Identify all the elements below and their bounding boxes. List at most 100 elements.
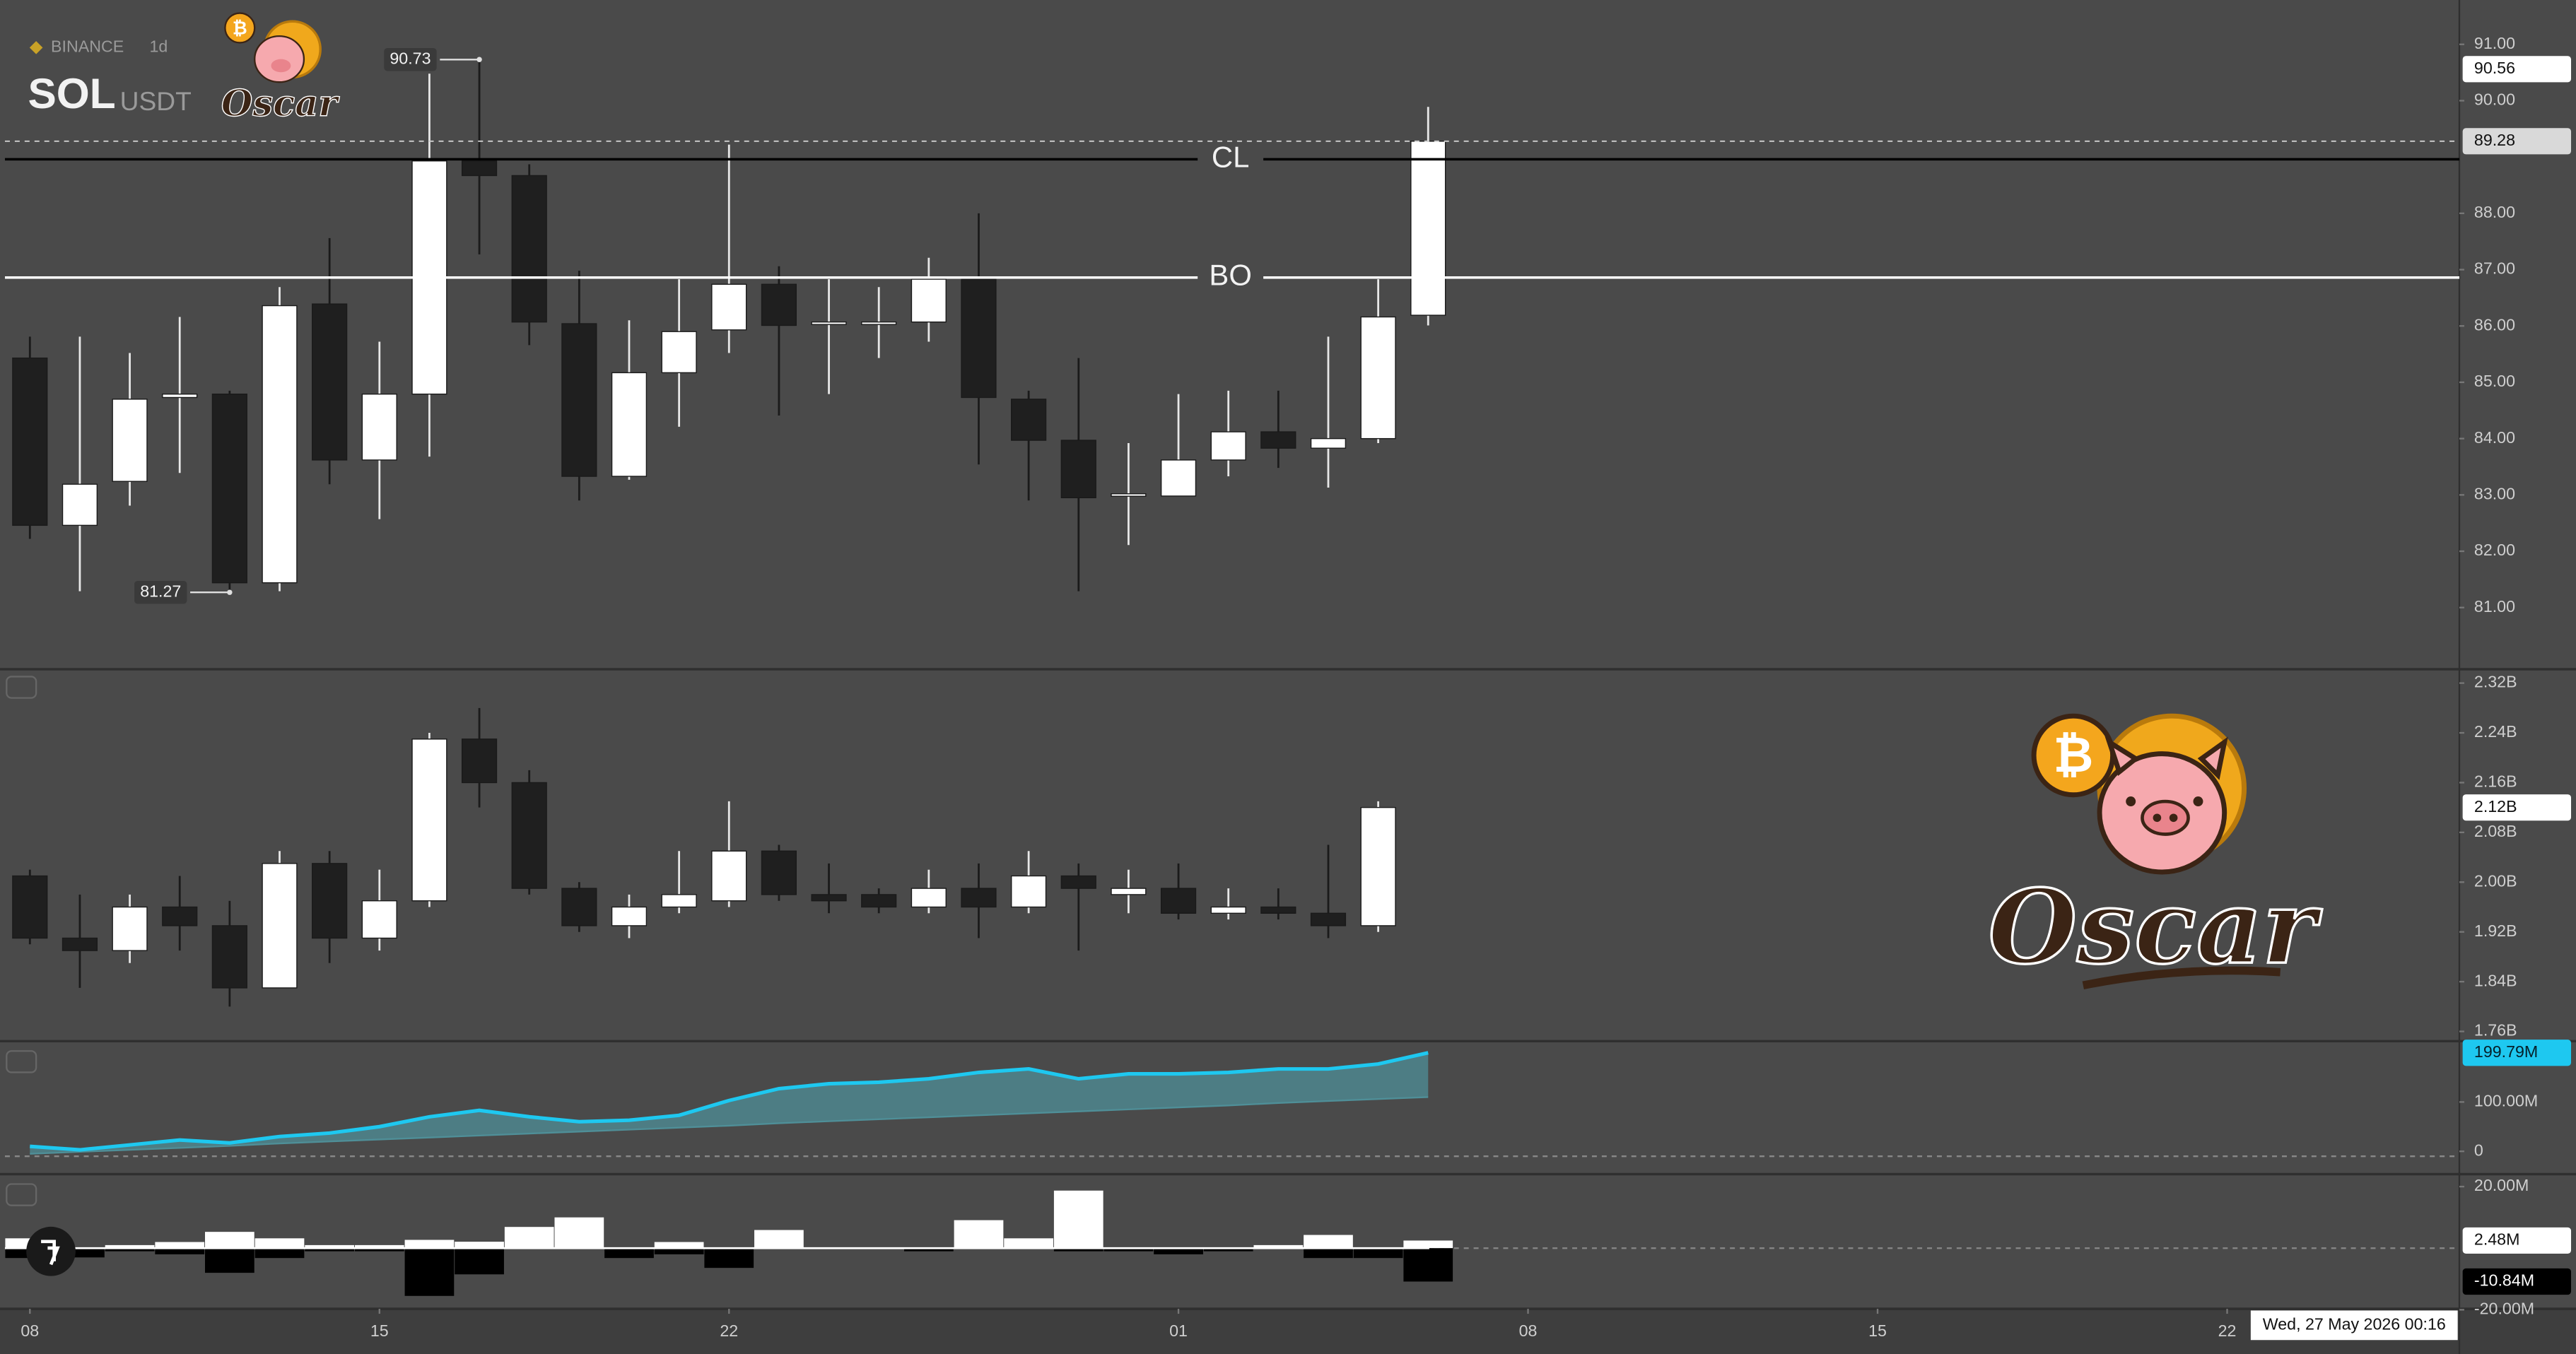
y-tick-label: 2.24B — [2474, 722, 2517, 741]
time-axis-bg — [0, 1309, 2576, 1354]
histogram-bar — [1103, 1248, 1154, 1252]
candle-body — [961, 888, 997, 908]
interval: 1d — [149, 37, 168, 56]
candle-body — [162, 906, 198, 926]
candle-body — [461, 738, 498, 784]
candle-body — [1011, 875, 1047, 908]
histogram-bar — [155, 1242, 205, 1249]
candle-body — [312, 863, 348, 939]
candle-body — [12, 875, 48, 939]
candle-body — [961, 278, 997, 399]
y-tick-label: 87.00 — [2474, 259, 2515, 278]
candle-body — [761, 283, 797, 326]
current-label: 2.12B — [2474, 797, 2517, 816]
histogram-bar — [305, 1248, 355, 1252]
current-label: -10.84M — [2474, 1271, 2534, 1290]
candle-body — [1360, 316, 1396, 440]
histogram-bar — [554, 1217, 604, 1249]
candle-body — [411, 738, 447, 902]
y-tick-label: 85.00 — [2474, 372, 2515, 390]
current-label: 199.79M — [2474, 1042, 2538, 1061]
histogram-bar — [254, 1238, 305, 1249]
x-tick-label: 08 — [21, 1321, 39, 1340]
candle-body — [162, 393, 198, 399]
histogram-bar — [1203, 1248, 1253, 1252]
candle-body — [861, 321, 897, 325]
candle-body — [1260, 431, 1296, 449]
y-tick-label: 1.92B — [2474, 922, 2517, 940]
candle-body — [1160, 459, 1197, 497]
candle-body — [911, 888, 947, 908]
pane-button[interactable] — [6, 1050, 37, 1073]
histogram-bar — [455, 1248, 504, 1275]
candle-body — [361, 393, 397, 461]
histogram-bar — [604, 1248, 654, 1259]
y-tick-label: 0 — [2474, 1141, 2483, 1159]
y-tick-label: 20.00M — [2474, 1176, 2529, 1194]
band-edge — [30, 1096, 1429, 1155]
watermark-logo: ₿ Oscar — [1987, 713, 2324, 989]
pane-button[interactable] — [6, 676, 37, 699]
histogram-bar — [204, 1232, 254, 1249]
histogram-bar — [1403, 1248, 1453, 1282]
candle-body — [1111, 493, 1147, 497]
histogram-bar — [105, 1248, 155, 1252]
level-label: BO — [1209, 259, 1251, 292]
candle-body — [262, 863, 298, 989]
candle-body — [811, 894, 847, 902]
x-tick-label: 22 — [2218, 1321, 2237, 1340]
candle-body — [561, 888, 597, 926]
x-tick-label: 08 — [1519, 1321, 1538, 1340]
svg-text:₿: ₿ — [233, 19, 247, 39]
histogram-bar — [305, 1244, 355, 1249]
logo: ₿ Oscar — [221, 12, 341, 126]
candle-body — [611, 372, 648, 477]
histogram-bar — [654, 1248, 704, 1254]
histogram-bar — [455, 1242, 504, 1249]
symbol: SOL — [28, 69, 116, 117]
candle-body — [661, 331, 697, 374]
x-tick-label: 15 — [370, 1321, 389, 1340]
chart-control-icon — [41, 1240, 60, 1266]
y-tick-label: 1.84B — [2474, 971, 2517, 989]
price-label: 90.56 — [2474, 59, 2515, 77]
candle-body — [1111, 888, 1147, 895]
pane-button[interactable] — [6, 1183, 37, 1206]
y-tick-label: 90.00 — [2474, 90, 2515, 109]
y-tick-label: 2.16B — [2474, 772, 2517, 791]
candle-body — [211, 925, 247, 989]
candle-body — [1310, 912, 1347, 926]
candle-body — [511, 782, 547, 889]
candle-body — [312, 303, 348, 461]
candle-body — [1210, 431, 1246, 461]
candle-body — [211, 393, 247, 584]
y-tick-label: -20.00M — [2474, 1300, 2534, 1318]
histogram-bar — [254, 1248, 305, 1259]
candle-body — [1011, 399, 1047, 441]
y-tick-label: 84.00 — [2474, 428, 2515, 447]
candle-body — [112, 399, 148, 482]
histogram-bar — [1253, 1244, 1304, 1249]
crosshair-label: Wed, 27 May 2026 00:16 — [2263, 1314, 2446, 1333]
extreme-dot — [227, 589, 233, 595]
area-band — [30, 1052, 1429, 1154]
y-tick-label: 2.08B — [2474, 822, 2517, 840]
extreme-box — [384, 48, 437, 71]
y-tick-label: 81.00 — [2474, 597, 2515, 616]
candle-body — [112, 906, 148, 951]
candle-body — [1060, 440, 1096, 499]
exchange: BINANCE — [51, 37, 124, 56]
candle-body — [361, 900, 397, 939]
level-label-bg — [1198, 262, 1264, 293]
extreme-label: 81.27 — [140, 582, 181, 600]
histogram-bar — [404, 1240, 455, 1249]
chart-control[interactable] — [26, 1226, 76, 1276]
candle-body — [1360, 806, 1396, 926]
extreme-dot — [476, 57, 482, 62]
extreme-label: 90.73 — [390, 49, 431, 67]
logo-text: Oscar — [221, 83, 341, 125]
histogram-bar — [1353, 1248, 1403, 1259]
